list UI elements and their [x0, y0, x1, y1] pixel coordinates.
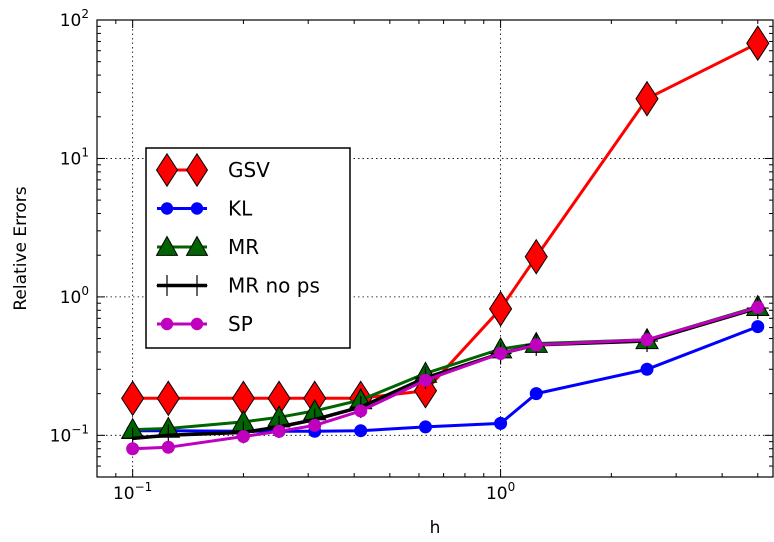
data-point	[529, 387, 543, 401]
data-point	[308, 418, 322, 432]
legend-item: GSV	[155, 152, 270, 188]
x-axis-label: h	[430, 518, 441, 538]
data-point	[354, 404, 368, 418]
legend-marker	[155, 152, 179, 188]
data-point	[635, 80, 659, 117]
legend-marker	[190, 317, 204, 331]
data-point	[488, 290, 513, 327]
legend-item: SP	[157, 312, 253, 336]
data-point	[640, 362, 654, 376]
data-point	[751, 320, 765, 334]
data-point	[161, 440, 175, 454]
legend-label: MR no ps	[228, 274, 320, 298]
legend-marker	[155, 235, 179, 256]
legend-marker	[160, 317, 174, 331]
data-point	[156, 380, 180, 417]
y-tick-label: 101	[60, 145, 89, 169]
plot-frame	[96, 19, 774, 478]
x-tick-label: 100	[486, 480, 515, 504]
y-tick-label: 10−1	[50, 422, 89, 446]
y-tick-label: 102	[60, 7, 89, 31]
x-tick-label: 10−1	[113, 480, 152, 504]
legend-marker	[190, 202, 204, 215]
data-point	[529, 338, 543, 352]
data-point	[751, 300, 765, 314]
legend-label: SP	[228, 312, 253, 336]
data-point	[746, 25, 770, 62]
data-point	[494, 416, 508, 430]
data-point	[640, 333, 654, 347]
y-axis-label: Relative Errors	[11, 186, 31, 310]
data-point	[418, 420, 432, 434]
legend-item: KL	[157, 197, 253, 221]
legend-label: GSV	[228, 158, 270, 182]
legend-label: KL	[228, 197, 253, 221]
legend-label: MR	[228, 235, 259, 259]
series-layer	[120, 25, 770, 456]
series-gsv	[121, 25, 770, 417]
legend-item: MR	[155, 235, 259, 259]
data-point	[418, 373, 432, 387]
series-sp	[126, 300, 765, 456]
data-point	[236, 430, 250, 444]
legend: GSV KL MR MR no ps SP	[145, 147, 351, 349]
y-tick-label: 100	[60, 284, 89, 308]
data-point	[126, 442, 140, 456]
legend-item: MR no ps	[156, 274, 320, 298]
data-point	[121, 380, 145, 417]
data-point	[494, 346, 508, 360]
data-point	[524, 238, 548, 275]
data-point	[354, 424, 368, 438]
legend-marker	[185, 152, 209, 188]
legend-marker	[160, 202, 174, 215]
legend-marker	[185, 235, 209, 256]
ticks: 10−1 100 10−1 100 101 102	[50, 7, 773, 504]
data-point	[272, 424, 286, 438]
